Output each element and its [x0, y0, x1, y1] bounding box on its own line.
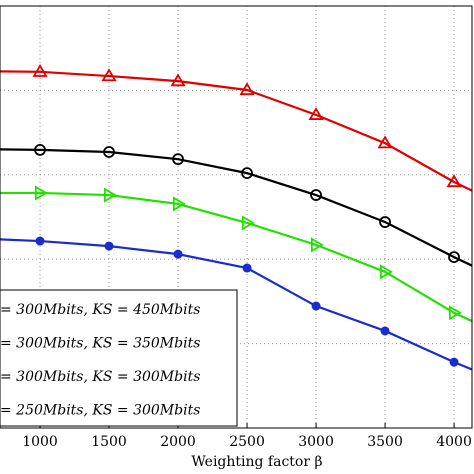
x-tick-label: 3000 — [298, 434, 334, 450]
marker — [101, 68, 117, 82]
marker — [172, 153, 184, 166]
marker — [448, 305, 462, 321]
marker — [239, 82, 255, 96]
marker — [310, 189, 322, 201]
marker — [103, 146, 115, 158]
legend-label: = 300Mbits, KS = 300Mbits — [0, 369, 200, 385]
series-line — [0, 70, 472, 192]
marker — [311, 301, 321, 311]
marker — [103, 187, 117, 203]
marker — [34, 185, 48, 201]
legend-label: = 300Mbits, KS = 450Mbits — [0, 302, 200, 318]
plot-area — [0, 64, 472, 371]
marker — [380, 326, 390, 336]
legend-box — [0, 289, 238, 427]
marker — [449, 357, 459, 367]
marker — [241, 215, 255, 231]
marker — [32, 64, 48, 77]
series-line — [0, 148, 472, 267]
marker — [310, 237, 324, 253]
marker — [241, 167, 253, 180]
marker — [170, 73, 186, 87]
plot-frame — [0, 5, 473, 429]
x-tick-label: 4000 — [436, 434, 472, 450]
legend-label: = 250Mbits, KS = 300Mbits — [0, 403, 200, 419]
legend: = 300Mbits, KS = 450Mbits = 300Mbits, KS … — [0, 289, 238, 427]
legend-label: = 300Mbits, KS = 350Mbits — [0, 336, 200, 352]
x-axis: 1000 1500 2000 2500 3000 3500 4000 — [22, 423, 472, 450]
x-tick-label: 1000 — [22, 434, 58, 450]
marker — [379, 216, 391, 228]
x-tick-label: 2500 — [229, 434, 265, 450]
series-line — [0, 191, 472, 323]
marker — [104, 241, 114, 251]
marker — [377, 135, 393, 149]
marker — [379, 264, 393, 280]
marker — [35, 236, 45, 246]
marker — [34, 144, 46, 156]
marker — [242, 263, 252, 273]
marker — [446, 174, 462, 188]
marker — [308, 107, 324, 120]
marker — [448, 251, 460, 263]
x-axis-label: Weighting factor β — [191, 454, 322, 470]
marker — [173, 249, 183, 259]
x-tick-label: 3500 — [367, 434, 403, 450]
x-tick-label: 2000 — [160, 434, 196, 450]
x-tick-label: 1500 — [91, 434, 127, 450]
marker — [172, 196, 186, 212]
